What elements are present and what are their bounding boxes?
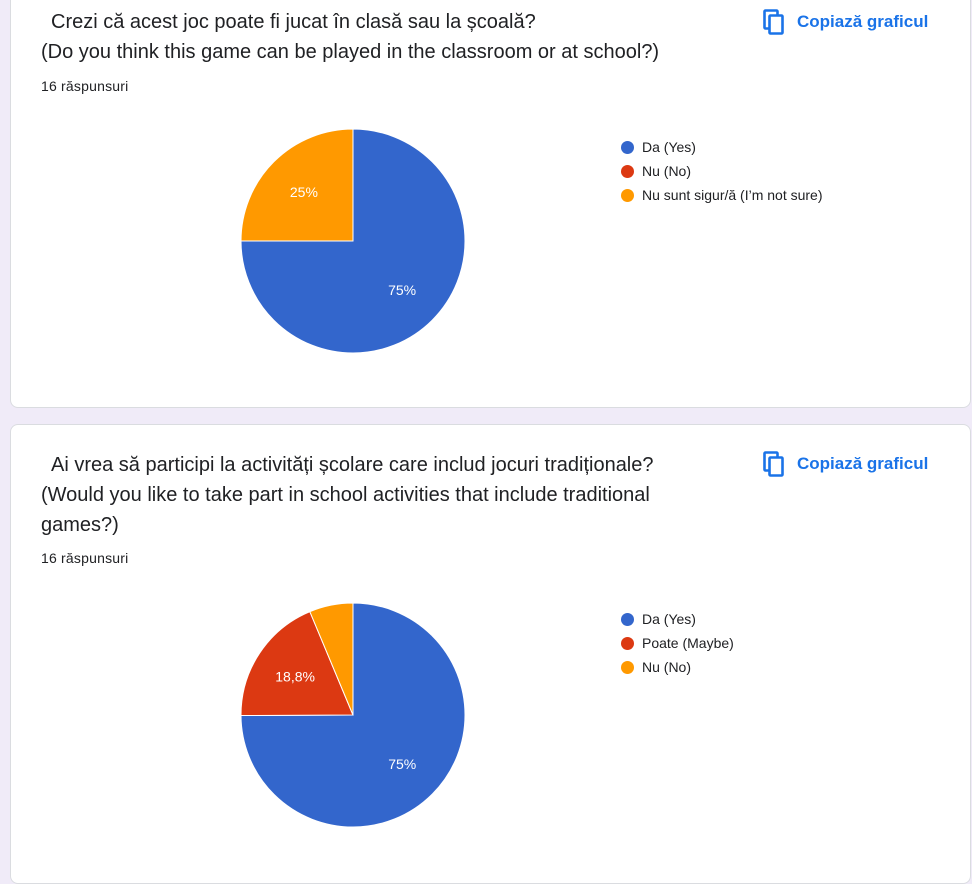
legend-swatch (621, 164, 634, 178)
copy-icon (763, 9, 784, 35)
question-title: Crezi că acest joc poate fi jucat în cla… (41, 7, 741, 67)
chart-legend: Da (Yes) Nu (No) Nu sunt sigur/ă (I’m not … (621, 135, 823, 207)
legend-item: Nu (No) (621, 655, 734, 679)
pie-data-label: 75% (388, 282, 416, 298)
response-count: 16 răspunsuri (41, 78, 129, 94)
copy-chart-label: Copiază graficul (797, 12, 929, 31)
pie-slice (240, 610, 354, 717)
legend-swatch (621, 188, 634, 202)
legend-swatch (621, 612, 634, 626)
legend-label: Da (Yes) (642, 611, 696, 627)
pie-chart: 75% 18,8% (240, 602, 466, 828)
pie-data-label: 75% (388, 756, 416, 772)
legend-item: Da (Yes) (621, 135, 823, 159)
question-title-line: (Would you like to take part in school a… (41, 484, 650, 536)
legend-swatch (621, 636, 634, 650)
legend-item: Poate (Maybe) (621, 631, 734, 655)
legend-label: Nu sunt sigur/ă (I’m not sure) (642, 187, 823, 203)
legend-label: Nu (No) (642, 659, 692, 675)
legend-item: Da (Yes) (621, 607, 734, 631)
copy-chart-button[interactable]: Copiază graficul (763, 9, 928, 35)
copy-icon (763, 451, 784, 477)
question-title-line: Crezi că acest joc poate fi jucat în cla… (51, 11, 536, 33)
legend-label: Poate (Maybe) (642, 635, 734, 651)
legend-item: Nu sunt sigur/ă (I’m not sure) (621, 183, 823, 207)
question-title-line: (Do you think this game can be played in… (41, 41, 660, 63)
chart-legend: Da (Yes) Poate (Maybe) Nu (No) (621, 607, 734, 679)
question-title-line: Ai vrea să participi la activități școla… (51, 454, 654, 476)
legend-label: Da (Yes) (642, 139, 696, 155)
pie-chart: 75% 25% (240, 128, 466, 354)
chart-card: Crezi că acest joc poate fi jucat în cla… (10, 0, 971, 408)
pie-slice (309, 602, 354, 716)
pie-data-label: 18,8% (275, 669, 315, 685)
chart-card: Ai vrea să participi la activități școla… (10, 424, 971, 884)
legend-item: Nu (No) (621, 159, 823, 183)
legend-label: Nu (No) (642, 163, 692, 179)
pie-data-label: 25% (290, 184, 318, 200)
legend-swatch (621, 140, 634, 154)
question-title: Ai vrea să participi la activități școla… (41, 450, 731, 540)
legend-swatch (621, 660, 634, 674)
response-count: 16 răspunsuri (41, 550, 129, 566)
pie-slice (240, 128, 354, 242)
copy-chart-button[interactable]: Copiază graficul (763, 451, 928, 477)
copy-chart-label: Copiază graficul (797, 454, 929, 473)
